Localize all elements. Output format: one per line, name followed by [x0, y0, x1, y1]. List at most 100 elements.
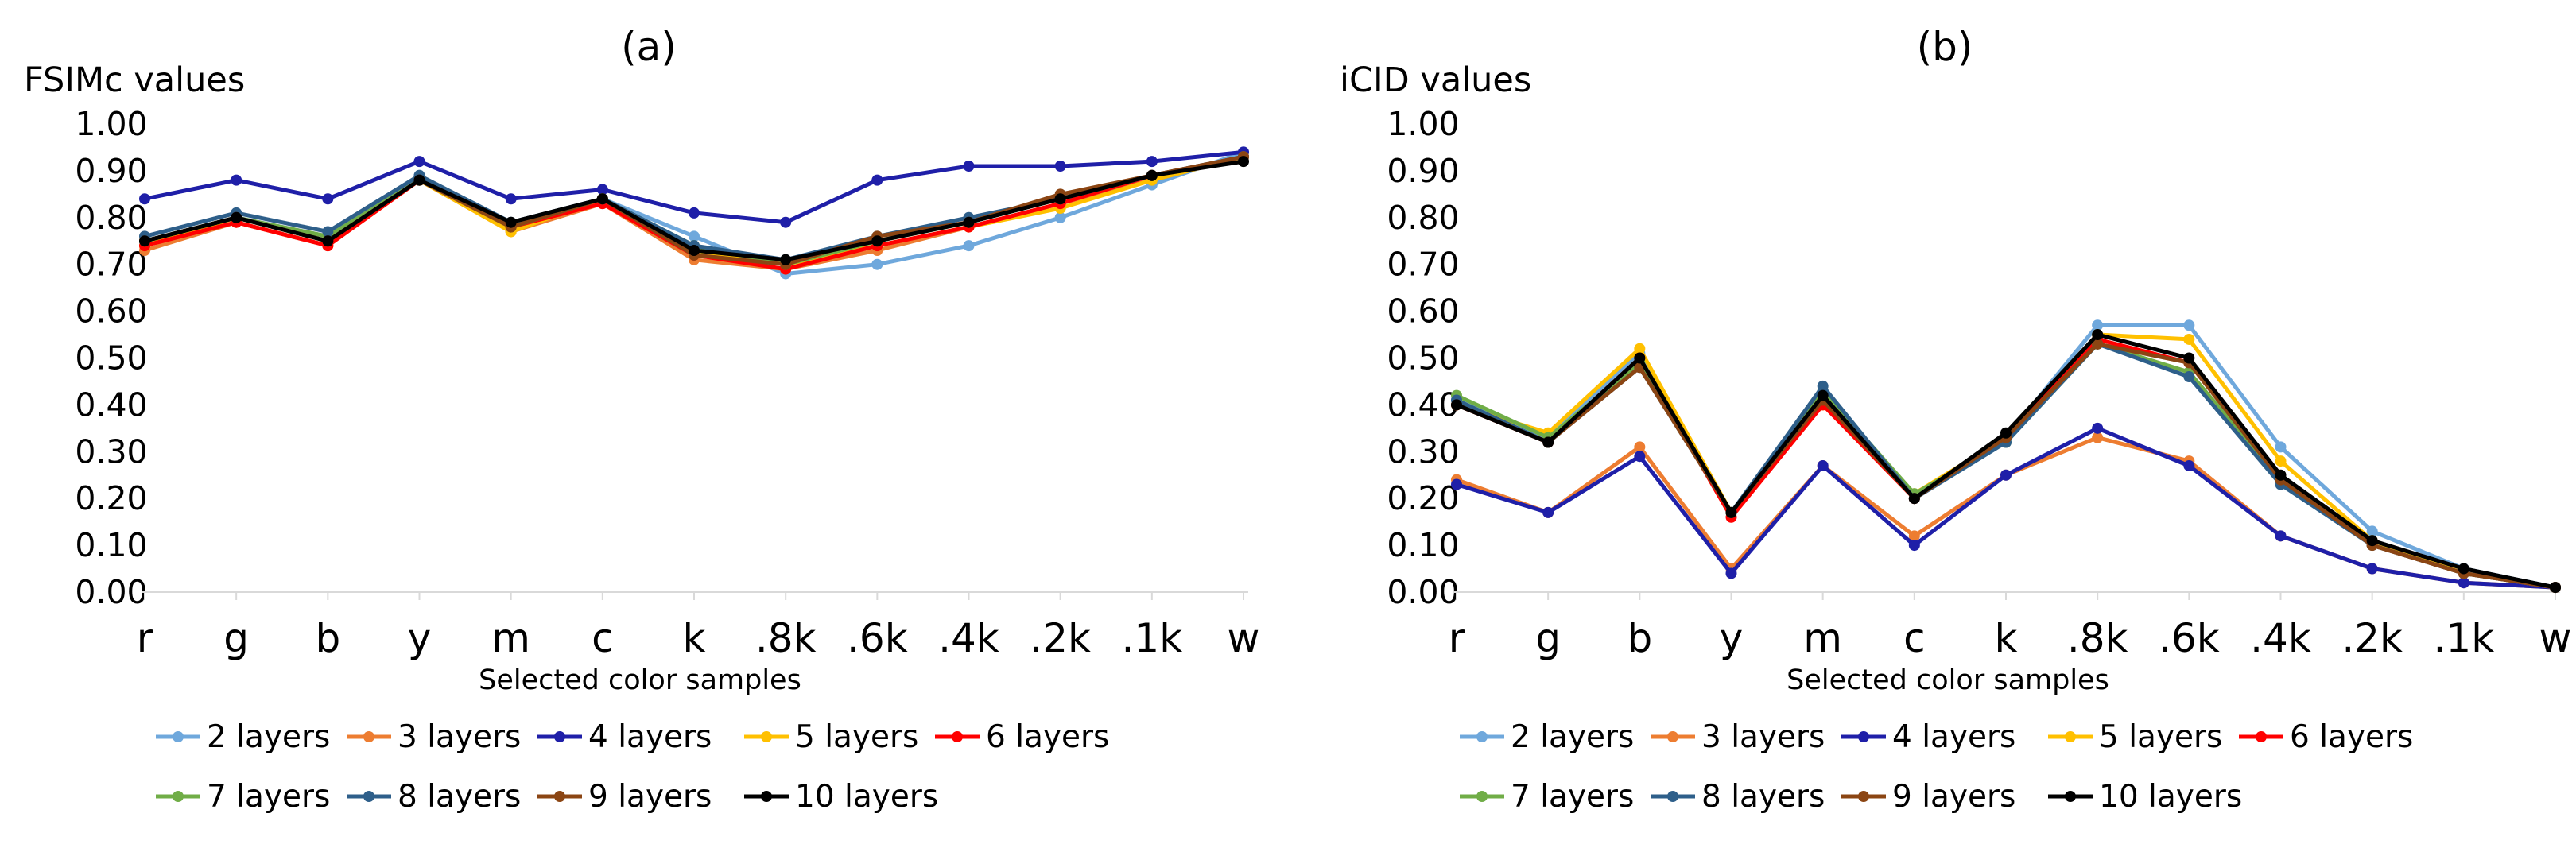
- legend-marker: [554, 731, 565, 742]
- y-tick-label: 0.30: [1387, 432, 1459, 471]
- data-point: [871, 235, 883, 247]
- legend-marker: [1858, 791, 1869, 802]
- data-point: [689, 207, 700, 219]
- legend-item: 8 layers: [347, 779, 521, 815]
- legend-item: 4 layers: [1841, 719, 2015, 755]
- data-point: [1908, 540, 1920, 552]
- data-point: [1634, 451, 1646, 463]
- y-tick-label: 0.60: [1387, 292, 1459, 331]
- data-point: [2183, 333, 2195, 345]
- x-tick-label: w: [1228, 615, 1260, 661]
- y-tick-label: 1.00: [75, 105, 147, 143]
- x-tick-label: m: [491, 615, 530, 661]
- data-point: [413, 156, 425, 168]
- x-tick-label: b: [1627, 615, 1652, 661]
- data-point: [1238, 156, 1249, 168]
- panel-a-series: [139, 146, 1249, 280]
- series-10-layers: [1451, 329, 2561, 594]
- data-point: [2000, 427, 2012, 439]
- x-tick-label: r: [137, 615, 153, 661]
- data-point: [1817, 389, 1829, 401]
- legend-label: 10 layers: [2099, 779, 2242, 815]
- panel-b-xlabel: Selected color samples: [1787, 664, 2109, 696]
- data-point: [2183, 352, 2195, 364]
- data-point: [1054, 161, 1066, 172]
- legend-label: 6 layers: [986, 719, 1109, 755]
- series-line: [1456, 436, 2556, 590]
- data-point: [596, 184, 608, 196]
- series-4-layers: [139, 146, 1249, 228]
- data-point: [2092, 329, 2104, 341]
- legend-item: 10 layers: [2048, 779, 2242, 815]
- data-point: [1725, 567, 1737, 579]
- series-10-layers: [139, 156, 1249, 265]
- x-tick-label: .2k: [2341, 615, 2403, 661]
- legend-marker: [1476, 791, 1488, 802]
- legend-label: 5 layers: [2099, 719, 2222, 755]
- panel-a-ylabel: FSIMc values: [24, 60, 245, 100]
- data-point: [1146, 156, 1158, 168]
- data-point: [231, 211, 242, 223]
- data-point: [505, 193, 517, 205]
- panel-a-label: (a): [621, 24, 677, 70]
- legend-item: 2 layers: [156, 719, 330, 755]
- panel-b-series: [1451, 320, 2561, 594]
- data-point: [1451, 478, 1462, 490]
- legend-label: 7 layers: [207, 779, 330, 815]
- legend-label: 2 layers: [1511, 719, 1634, 755]
- data-point: [2366, 563, 2378, 575]
- legend-item: 9 layers: [537, 779, 712, 815]
- legend-marker: [761, 731, 772, 742]
- legend-marker: [1858, 731, 1869, 742]
- legend-label: 4 layers: [1892, 719, 2015, 755]
- data-point: [2092, 432, 2104, 443]
- legend-label: 3 layers: [1701, 719, 1825, 755]
- x-tick-label: .6k: [2159, 615, 2220, 661]
- data-point: [2092, 338, 2104, 350]
- data-point: [2550, 582, 2561, 594]
- data-point: [505, 216, 517, 228]
- data-point: [322, 193, 334, 205]
- series-3-layers: [1451, 432, 2561, 594]
- data-point: [139, 235, 150, 247]
- y-tick-label: 0.10: [1387, 526, 1459, 564]
- legend-item: 2 layers: [1460, 719, 1634, 755]
- data-point: [1817, 459, 1829, 471]
- data-point: [963, 240, 975, 252]
- legend-label: 8 layers: [398, 779, 521, 815]
- y-tick-label: 0.70: [1387, 246, 1459, 284]
- legend-label: 7 layers: [1511, 779, 1634, 815]
- panel-a-legend: 2 layers 3 layers 4 layers 5 layers 6 layers…: [156, 719, 1109, 815]
- x-tick-label: .1k: [2433, 615, 2494, 661]
- panel-a-xlabel: Selected color samples: [479, 664, 801, 696]
- y-tick-label: 0.60: [75, 292, 147, 331]
- y-tick-label: 0.80: [75, 199, 147, 237]
- panel-a-y-ticks: 0.00 0.10 0.20 0.30 0.40 0.50 0.60 0.70 0.80 0.90…: [75, 105, 147, 611]
- legend-item: 3 layers: [1651, 719, 1825, 755]
- legend-item: 4 layers: [537, 719, 712, 755]
- legend-label: 9 layers: [588, 779, 712, 815]
- data-point: [1908, 530, 1920, 542]
- legend-marker: [2256, 731, 2267, 742]
- data-point: [1634, 441, 1646, 453]
- y-tick-label: 0.00: [75, 573, 147, 611]
- x-tick-label: y: [408, 615, 432, 661]
- data-point: [1817, 380, 1829, 392]
- panel-a: (a) FSIMc values 0.00 0.10 0.20 0.30 0.40 0.5…: [24, 24, 1259, 815]
- x-tick-label: g: [223, 615, 249, 661]
- data-point: [2366, 535, 2378, 547]
- x-tick-label: .8k: [2067, 615, 2128, 661]
- x-tick-label: .6k: [847, 615, 908, 661]
- legend-item: 6 layers: [2239, 719, 2413, 755]
- legend-item: 10 layers: [744, 779, 938, 815]
- data-point: [2183, 320, 2195, 331]
- data-point: [2366, 525, 2378, 537]
- data-point: [596, 193, 608, 205]
- legend-item: 6 layers: [935, 719, 1109, 755]
- x-tick-label: k: [1995, 615, 2018, 661]
- legend-item: 5 layers: [2048, 719, 2222, 755]
- legend-marker: [761, 791, 772, 802]
- x-tick-label: .8k: [755, 615, 817, 661]
- y-tick-label: 0.50: [1387, 339, 1459, 378]
- legend-marker: [1476, 731, 1488, 742]
